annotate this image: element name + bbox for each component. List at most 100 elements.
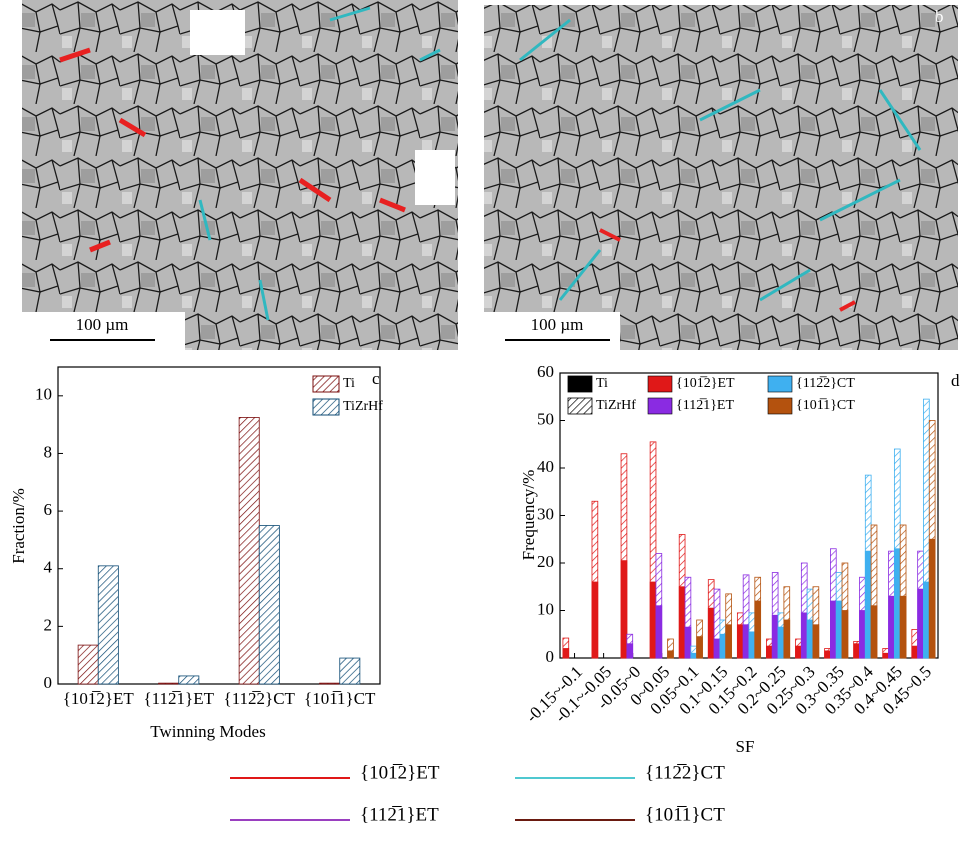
scale-bar-label: 100 µm (531, 315, 584, 334)
legend-swatch (313, 399, 339, 415)
bar (179, 676, 199, 684)
bar (778, 627, 784, 658)
y-tick-label: 6 (44, 500, 53, 519)
bar (912, 646, 918, 658)
y-tick-label: 8 (44, 442, 53, 461)
bar (923, 582, 929, 658)
bar (784, 620, 790, 658)
bar (807, 620, 813, 658)
y-tick-label: 50 (537, 409, 554, 428)
bar (340, 658, 360, 684)
legend-swatch (648, 376, 672, 392)
bar (743, 625, 749, 658)
bar (894, 549, 900, 658)
micrograph-a: 100 µm (22, 0, 458, 350)
legend-swatch (568, 398, 592, 414)
bar (726, 625, 732, 658)
bar (772, 615, 778, 658)
bar (708, 608, 714, 658)
micrograph-b: b 100 µm (484, 5, 958, 350)
legend-label: Ti (343, 376, 355, 391)
bar (656, 606, 662, 658)
y-tick-label: 10 (537, 599, 554, 618)
bar (239, 417, 259, 684)
legend-label: TiZrHf (596, 398, 636, 413)
y-tick-label: 40 (537, 457, 554, 476)
bar (697, 637, 703, 658)
bar (825, 651, 831, 658)
bar (836, 601, 842, 658)
bar (854, 644, 860, 658)
legend-label: {101̅1}CT (645, 804, 725, 825)
x-axis-label: Twinning Modes (150, 722, 265, 741)
legend-swatch (568, 376, 592, 392)
bar (592, 582, 598, 658)
bar (830, 601, 836, 658)
bar (691, 653, 697, 658)
y-tick-label: 30 (537, 504, 554, 523)
y-tick-label: 4 (44, 558, 53, 577)
y-tick-label: 10 (35, 385, 52, 404)
bar (801, 613, 807, 658)
bar (900, 596, 906, 658)
bar (889, 596, 895, 658)
bar (714, 639, 720, 658)
y-tick-label: 0 (44, 673, 53, 692)
legend-label: {101̅2}ET (676, 376, 735, 391)
figure: 100 µm b 100 µm 0 2 4 6 8 10 Twinning Modes Fra… (0, 0, 961, 836)
bar (685, 627, 691, 658)
y-tick-label: 60 (537, 362, 554, 381)
x-tick-label: {101̅2}ET (63, 689, 135, 708)
bar (737, 625, 743, 658)
x-tick-label: {112̅1}ET (144, 689, 215, 708)
legend-label: TiZrHf (343, 399, 383, 414)
legend-label: {112̅1}ET (676, 398, 734, 413)
bar (813, 625, 819, 658)
bar (883, 653, 889, 658)
legend-swatch (768, 376, 792, 392)
panel-label: d (951, 371, 960, 390)
bar (766, 646, 772, 658)
legend-label: {112̅2}CT (796, 376, 855, 391)
bar (720, 634, 726, 658)
bar (918, 589, 924, 658)
legend-label: {101̅1}CT (796, 398, 855, 413)
bar (796, 646, 802, 658)
bar (859, 611, 865, 659)
legend-swatch (648, 398, 672, 414)
y-tick-label: 2 (44, 615, 53, 634)
x-tick-label: {112̅2}CT (224, 689, 296, 708)
legend-label: Ti (596, 376, 608, 391)
bar (621, 561, 627, 658)
bar (668, 651, 674, 658)
x-axis-label: SF (736, 737, 755, 756)
bar (755, 601, 761, 658)
bar (842, 611, 848, 659)
bar (627, 644, 633, 658)
panel-label: c (372, 369, 380, 388)
bar (871, 606, 877, 658)
bar (865, 551, 871, 658)
scale-bar-label: 100 µm (76, 315, 129, 334)
bar (159, 683, 179, 684)
bar (259, 526, 279, 685)
legend-swatch (313, 376, 339, 392)
bar (78, 645, 98, 684)
bar (563, 649, 569, 659)
y-axis-label: Fraction/% (9, 488, 28, 564)
bar (320, 683, 340, 684)
y-tick-label: 0 (546, 647, 555, 666)
bar (929, 539, 935, 658)
legend-label: {112̅2}CT (645, 762, 725, 783)
legend-label: {101̅2}ET (360, 762, 440, 783)
panel-label: b (935, 7, 944, 26)
x-tick-label: {101̅1}CT (304, 689, 376, 708)
legend-swatch (768, 398, 792, 414)
bar (749, 632, 755, 658)
y-axis-label: Frequency/% (519, 470, 538, 561)
bar (679, 587, 685, 658)
bar (98, 566, 118, 684)
y-tick-label: 20 (537, 552, 554, 571)
bar (650, 582, 656, 658)
legend-label: {112̅1}ET (360, 804, 439, 825)
